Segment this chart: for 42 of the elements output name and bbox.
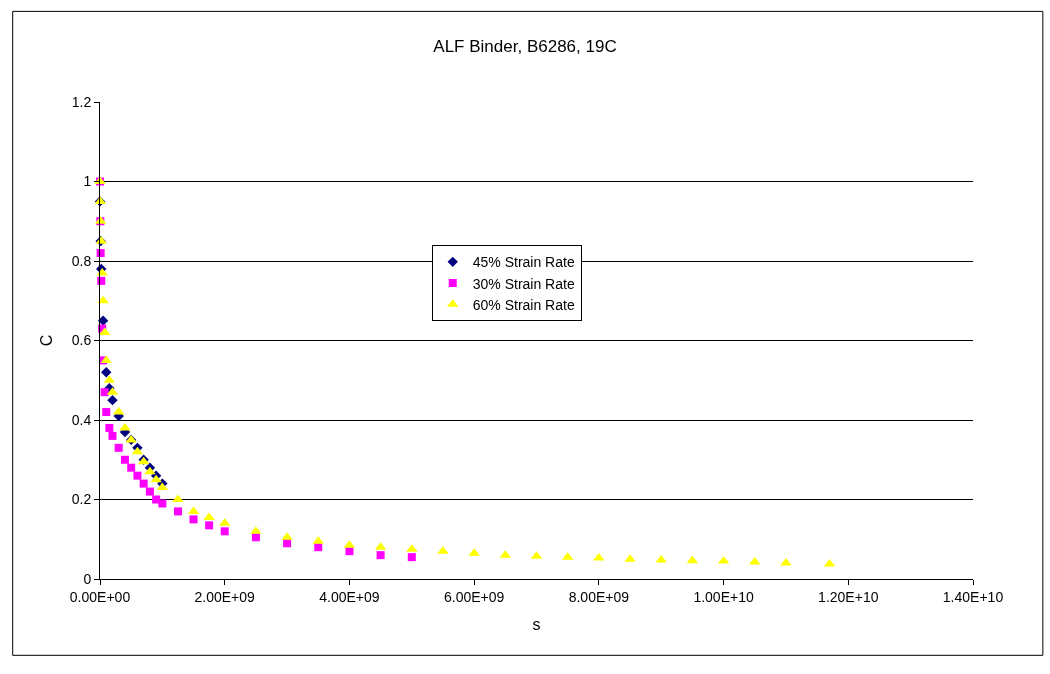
y-tick-label: 0.4	[71, 411, 92, 428]
point	[114, 443, 123, 452]
point	[108, 431, 117, 440]
point	[100, 388, 109, 397]
x-tick-label: 1.00E+10	[693, 588, 754, 605]
y-tick-label: 0.6	[71, 332, 92, 349]
point	[120, 455, 129, 464]
point	[145, 487, 154, 496]
x-tick-label: 0.00E+00	[69, 588, 131, 605]
y-tick-label: 0	[83, 570, 92, 587]
point	[102, 408, 111, 417]
legend-label: 45% Strain Rate	[472, 254, 575, 271]
x-tick-label: 8.00E+09	[568, 588, 630, 605]
legend-label: 30% Strain Rate	[472, 275, 575, 292]
y-tick-label: 0.2	[71, 491, 92, 508]
legend-label: 60% Strain Rate	[472, 296, 575, 313]
y-axis-title: C	[37, 334, 55, 347]
chart-title: ALF Binder, B6286, 19C	[433, 37, 617, 57]
point	[205, 521, 214, 530]
point	[173, 507, 182, 516]
point	[144, 466, 156, 475]
point	[407, 553, 416, 562]
point	[127, 463, 136, 472]
point	[139, 479, 148, 488]
point	[107, 394, 118, 406]
point	[133, 471, 142, 480]
point	[220, 527, 229, 536]
x-tick-label: 1.20E+10	[818, 588, 879, 605]
point	[101, 367, 112, 378]
x-tick-label: 1.40E+10	[942, 588, 1004, 605]
y-tick-label: 1	[83, 173, 92, 190]
point	[189, 515, 198, 524]
point	[376, 551, 385, 560]
x-axis-title: s	[532, 616, 541, 634]
x-tick-label: 2.00E+09	[194, 588, 256, 605]
y-tick-label: 0.8	[71, 252, 92, 269]
point	[150, 474, 162, 483]
x-tick-label: 4.00E+09	[319, 588, 380, 605]
point	[158, 499, 167, 508]
y-tick-label: 1.2	[71, 93, 92, 110]
x-tick-label: 6.00E+09	[443, 588, 505, 605]
point	[105, 423, 114, 432]
